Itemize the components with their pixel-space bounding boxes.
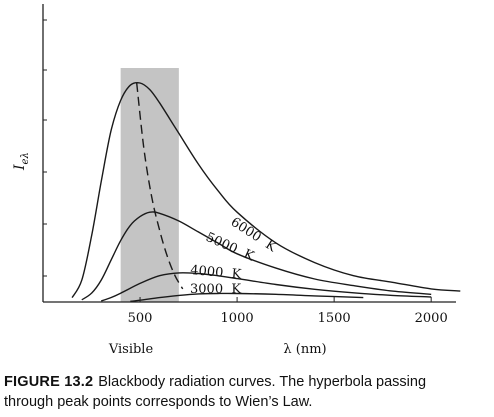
x-tick-label: 1000 [221, 311, 254, 326]
curve-group [71, 81, 461, 302]
x-tick-label: 2000 [415, 311, 448, 326]
curve-6000k [71, 81, 461, 298]
x-axis-label: λ (nm) [283, 342, 326, 357]
y-axis-label: Ieλ [12, 152, 31, 171]
x-tick-label: 1500 [318, 311, 351, 326]
x-tick-label: 500 [128, 311, 153, 326]
y-ticks [43, 19, 47, 277]
y-axis-label-main: I [12, 164, 28, 171]
label-3000k: 3000 K [190, 282, 241, 297]
wien-law-dashed-curve [136, 82, 184, 290]
x-ticks: 500 1000 1500 2000 [128, 297, 448, 326]
caption-figure-label: FIGURE 13.2 [4, 374, 94, 390]
curve-4000k [100, 272, 432, 302]
y-axis-label-subscript: eλ [20, 152, 31, 164]
caption-text: Blackbody radiation curves. The hyperbol… [98, 374, 427, 390]
curve-3000k [130, 292, 364, 302]
visible-label: Visible [108, 342, 154, 357]
label-4000k: 4000 K [190, 263, 242, 282]
caption-text-line2: through peak points corresponds to Wien’… [4, 394, 313, 410]
curve-5000k [81, 211, 432, 301]
figure-caption: FIGURE 13.2 Blackbody radiation curves. T… [4, 372, 492, 412]
